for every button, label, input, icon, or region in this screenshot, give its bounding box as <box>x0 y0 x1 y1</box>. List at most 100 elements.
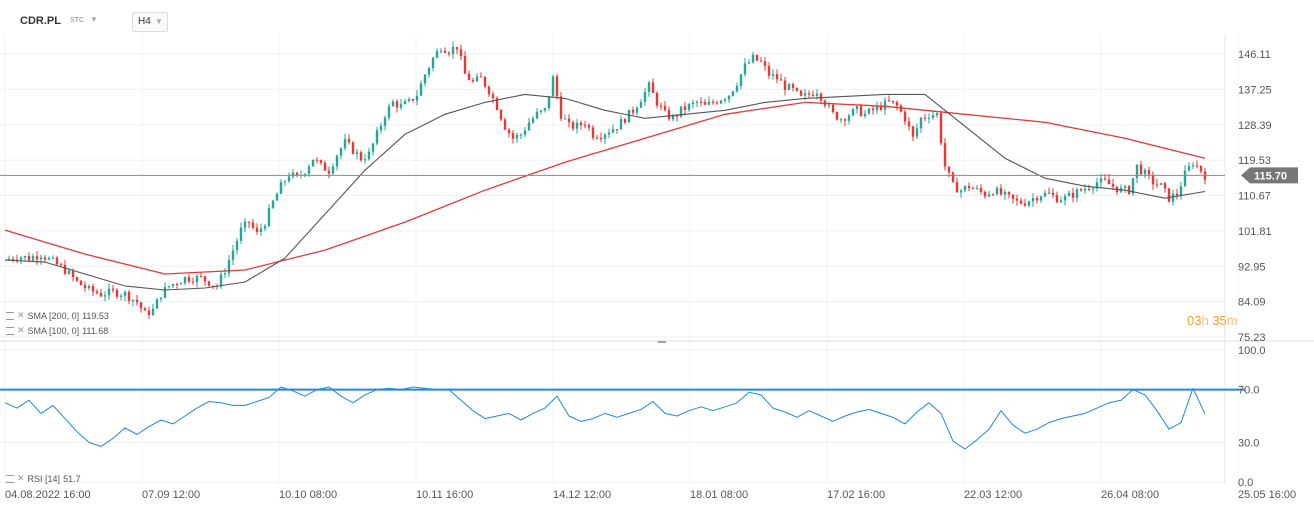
candle-body <box>767 65 771 76</box>
candle-body <box>455 46 459 50</box>
candle-body <box>1127 186 1131 194</box>
legend-sma100[interactable]: ✕ SMA [100, 0] 111.68 <box>6 325 108 336</box>
rsi-panel <box>0 386 1245 450</box>
candle-body <box>547 96 551 109</box>
legend-sma200[interactable]: ✕ SMA [200, 0] 119.53 <box>6 310 109 321</box>
candle-body <box>439 50 443 52</box>
candle-body <box>507 129 511 134</box>
candle-body <box>747 62 751 64</box>
symbol-exchange-label: STC <box>70 17 84 24</box>
candle-body <box>31 256 35 261</box>
candle-body <box>163 287 167 298</box>
legend-rsi[interactable]: ✕ RSI [14] 51.7 <box>6 473 81 484</box>
candle-body <box>775 74 779 80</box>
time-tick-label: 10.10 08:00 <box>279 489 337 501</box>
candle-body <box>643 91 647 102</box>
candle-body <box>463 56 467 74</box>
candle-body <box>407 98 411 102</box>
candle-body <box>575 122 579 129</box>
candle-body <box>631 109 635 113</box>
timeframe-select[interactable]: H4 ▼ <box>132 12 168 32</box>
candle-body <box>403 101 407 105</box>
candle-body <box>843 119 847 121</box>
candle-body <box>811 94 815 96</box>
candle-body <box>751 54 755 63</box>
candle-body <box>327 170 331 174</box>
candle-body <box>1031 198 1035 202</box>
menu-icon[interactable] <box>6 311 14 320</box>
last-price-marker: 115.70 <box>0 167 1298 184</box>
candles <box>7 41 1207 319</box>
candle-body <box>395 101 399 108</box>
candle-body <box>223 273 227 275</box>
sma100-line <box>4 93 1206 291</box>
rsi-tick-label: 0.0 <box>1238 477 1253 489</box>
candle-body <box>911 126 915 137</box>
close-icon[interactable]: ✕ <box>17 310 25 320</box>
chevron-down-icon: ▼ <box>155 17 163 26</box>
time-tick-label: 18.01 08:00 <box>690 489 748 501</box>
menu-icon[interactable] <box>6 474 14 483</box>
time-tick-label: 07.09 12:00 <box>142 489 200 501</box>
close-icon[interactable]: ✕ <box>17 325 25 335</box>
candle-body <box>675 115 679 117</box>
x-axis: 04.08.2022 16:00 07.09 12:00 10.10 08:00 10… <box>5 489 1296 501</box>
candle-body <box>755 54 759 61</box>
candle-body <box>311 159 315 167</box>
candle-body <box>159 297 163 300</box>
candle-body <box>55 257 59 265</box>
candle-body <box>279 182 283 194</box>
candle-body <box>515 134 519 139</box>
candle-body <box>663 106 667 111</box>
candle-body <box>427 68 431 75</box>
candle-body <box>807 93 811 95</box>
candle-body <box>583 125 587 127</box>
menu-icon[interactable] <box>6 326 14 335</box>
candle-body <box>339 148 343 156</box>
candle-body <box>947 166 951 173</box>
time-tick-label: 25.05 16:00 <box>1238 489 1296 501</box>
candle-body <box>715 102 719 104</box>
candle-body <box>411 98 415 101</box>
symbol-label[interactable]: CDR.PL <box>20 15 61 27</box>
candle-body <box>963 185 967 191</box>
candle-body <box>1107 179 1111 185</box>
candle-body <box>995 188 999 195</box>
candle-body <box>1183 170 1187 187</box>
candle-body <box>803 93 807 96</box>
countdown-hours-unit: h <box>1201 313 1209 328</box>
candle-body <box>287 176 291 182</box>
candle-body <box>559 96 563 119</box>
candle-body <box>91 286 95 292</box>
candle-body <box>579 122 583 126</box>
candle-body <box>999 188 1003 195</box>
candle-body <box>99 293 103 297</box>
candle-body <box>563 118 567 120</box>
candle-body <box>939 113 943 144</box>
candle-body <box>131 299 135 301</box>
candle-body <box>695 101 699 103</box>
symbol-dropdown-icon[interactable]: ▼ <box>90 15 98 24</box>
rsi-tick-label: 30.0 <box>1238 437 1259 449</box>
candle-body <box>367 151 371 160</box>
candle-body <box>1059 200 1063 203</box>
candle-body <box>603 134 607 139</box>
timeframe-value: H4 <box>138 16 151 27</box>
candle-body <box>387 106 391 118</box>
countdown-hours: 03 <box>1187 313 1202 328</box>
candle-body <box>1003 191 1007 195</box>
candle-body <box>971 188 975 190</box>
close-icon[interactable]: ✕ <box>17 473 25 483</box>
candle-body <box>959 190 963 193</box>
candle-body <box>779 79 783 81</box>
candle-body <box>1123 186 1127 188</box>
candle-body <box>607 132 611 135</box>
candle-body <box>83 285 87 289</box>
candle-body <box>1023 203 1027 206</box>
candle-body <box>1155 184 1159 186</box>
candle-body <box>79 280 83 286</box>
candle-body <box>771 74 775 76</box>
candle-body <box>671 115 675 120</box>
last-price-label: 115.70 <box>1254 170 1287 182</box>
